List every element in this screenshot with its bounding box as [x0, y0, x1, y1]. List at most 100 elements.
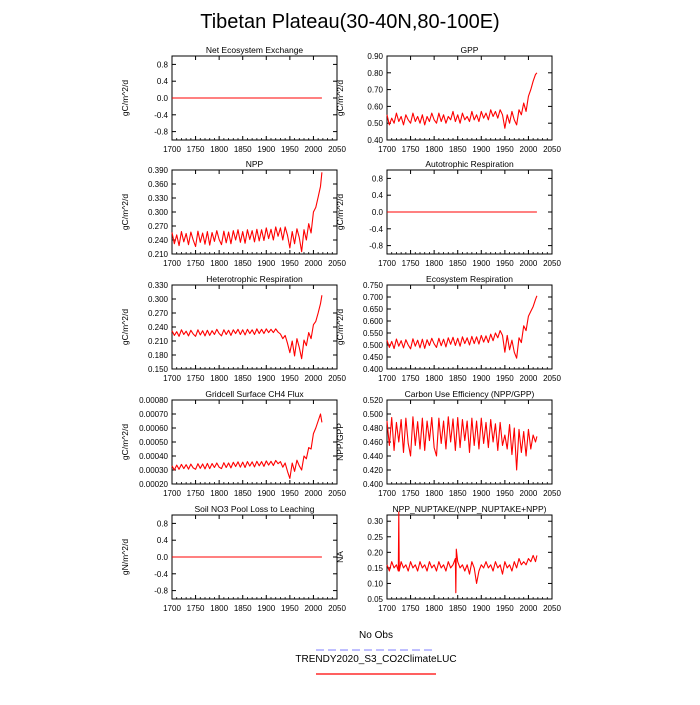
x-tick-label: 1750	[402, 374, 420, 383]
y-tick-label: 0.700	[363, 293, 384, 302]
x-tick-label: 2050	[543, 145, 561, 154]
y-tick-label: 0.05	[367, 595, 383, 604]
x-tick-label: 2000	[520, 145, 538, 154]
y-tick-label: 0.0	[157, 94, 169, 103]
x-tick-label: 2050	[328, 145, 346, 154]
y-tick-label: 0.00080	[139, 396, 168, 405]
panel-5: Heterotrophic Respiration gC/m^2/d 1700 175…	[120, 274, 346, 383]
panel-8: Carbon Use Efficiency (NPP/GPP) NPP/GPP 17…	[335, 389, 561, 498]
series-line	[386, 511, 538, 594]
y-tick-label: 0.390	[148, 166, 169, 175]
x-tick-label: 1800	[210, 489, 228, 498]
x-tick-label: 2000	[520, 604, 538, 613]
x-tick-label: 1850	[449, 489, 467, 498]
y-axis-label: gC/m^2/d	[335, 194, 345, 230]
y-tick-label: 0.0	[157, 553, 169, 562]
y-tick-label: 0.500	[363, 341, 384, 350]
y-tick-label: 0.0	[372, 208, 384, 217]
series-line	[386, 416, 538, 471]
panel-title: NPP	[246, 159, 264, 169]
x-tick-label: 1800	[425, 604, 443, 613]
x-tick-label: 1800	[210, 604, 228, 613]
y-tick-label: 0.4	[372, 191, 384, 200]
x-tick-label: 1900	[472, 374, 490, 383]
x-tick-label: 1700	[378, 145, 396, 154]
y-tick-label: -0.8	[369, 242, 383, 251]
panel-title: Gridcell Surface CH4 Flux	[205, 389, 304, 399]
y-tick-label: 0.460	[363, 438, 384, 447]
x-tick-label: 1850	[234, 604, 252, 613]
figure-title: Tibetan Plateau(30-40N,80-100E)	[200, 11, 499, 33]
x-tick-label: 1800	[425, 374, 443, 383]
y-tick-label: 0.00060	[139, 424, 168, 433]
y-tick-label: 0.4	[157, 77, 169, 86]
y-tick-label: 0.400	[363, 480, 384, 489]
y-tick-label: 0.400	[363, 365, 384, 374]
x-tick-label: 2050	[328, 374, 346, 383]
series-line	[386, 295, 538, 359]
panel-title: Carbon Use Efficiency (NPP/GPP)	[405, 389, 535, 399]
y-tick-label: 0.00040	[139, 452, 168, 461]
x-tick-label: 1900	[472, 259, 490, 268]
x-tick-label: 1950	[281, 259, 299, 268]
y-axis-label: gC/m^2/d	[120, 194, 130, 230]
x-tick-label: 2000	[305, 259, 323, 268]
y-axis-label: gN/m^2/d	[120, 539, 130, 575]
y-tick-label: 0.270	[148, 309, 169, 318]
panel-title: Ecosystem Respiration	[426, 274, 513, 284]
y-tick-label: 0.90	[367, 52, 383, 61]
y-tick-label: 0.750	[363, 281, 384, 290]
x-tick-label: 1950	[496, 259, 514, 268]
x-tick-label: 1900	[257, 374, 275, 383]
y-tick-label: 0.40	[367, 136, 383, 145]
x-tick-label: 1850	[449, 259, 467, 268]
y-tick-label: -0.4	[369, 225, 383, 234]
x-tick-label: 1900	[257, 259, 275, 268]
y-axis-label: gC/m^2/d	[120, 309, 130, 345]
x-tick-label: 1750	[402, 489, 420, 498]
x-tick-label: 2000	[305, 604, 323, 613]
x-tick-label: 2050	[328, 604, 346, 613]
x-tick-label: 1750	[187, 259, 205, 268]
x-tick-label: 2000	[305, 374, 323, 383]
panel-2: GPP gC/m^2/d 1700 1750 1800 1850 1900 1950 2000 2…	[335, 45, 561, 154]
y-tick-label: 0.150	[148, 365, 169, 374]
x-tick-label: 1950	[281, 604, 299, 613]
y-tick-label: 0.00020	[139, 480, 168, 489]
y-tick-label: 0.330	[148, 281, 169, 290]
y-axis-label: gC/m^2/d	[120, 80, 130, 116]
panel-title: GPP	[461, 45, 479, 55]
plot-frame	[386, 55, 553, 141]
x-tick-label: 1900	[257, 145, 275, 154]
x-tick-label: 1750	[187, 604, 205, 613]
y-axis-label: NA	[335, 551, 345, 563]
panel-10: NPP_NUPTAKE/(NPP_NUPTAKE+NPP) NA 1700 1750 1…	[335, 504, 561, 613]
x-tick-label: 1950	[281, 374, 299, 383]
x-tick-label: 1900	[472, 145, 490, 154]
legend-label: No Obs	[359, 630, 393, 641]
x-tick-label: 1950	[496, 489, 514, 498]
y-axis-label: gC/m^2/d	[120, 424, 130, 460]
x-tick-label: 2050	[328, 489, 346, 498]
x-tick-label: 2050	[543, 604, 561, 613]
x-tick-label: 1800	[425, 145, 443, 154]
x-tick-label: 1700	[378, 604, 396, 613]
y-tick-label: -0.4	[154, 111, 168, 120]
y-tick-label: -0.8	[154, 128, 168, 137]
y-tick-label: 0.00070	[139, 410, 168, 419]
x-tick-label: 1950	[496, 374, 514, 383]
x-tick-label: 1700	[163, 489, 181, 498]
x-tick-label: 1850	[234, 145, 252, 154]
y-tick-label: 0.60	[367, 102, 383, 111]
x-tick-label: 1750	[402, 259, 420, 268]
x-tick-label: 1700	[163, 259, 181, 268]
y-tick-label: 0.420	[363, 466, 384, 475]
x-tick-label: 1750	[187, 489, 205, 498]
x-tick-label: 1750	[187, 374, 205, 383]
panel-4: Autotrophic Respiration gC/m^2/d 1700 1750 1…	[335, 159, 561, 268]
y-tick-label: -0.4	[154, 570, 168, 579]
x-tick-label: 1850	[234, 374, 252, 383]
y-axis-label: NPP/GPP	[335, 423, 345, 461]
series-line	[171, 295, 323, 360]
x-tick-label: 1850	[449, 374, 467, 383]
